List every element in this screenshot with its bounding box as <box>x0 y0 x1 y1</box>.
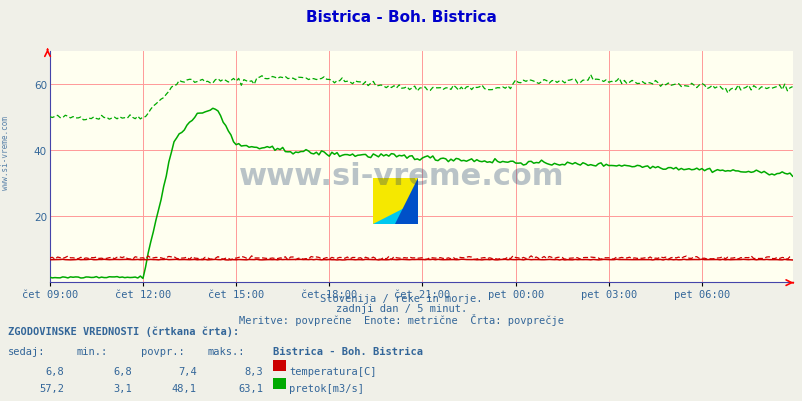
Text: www.si-vreme.com: www.si-vreme.com <box>238 162 564 191</box>
Text: 7,4: 7,4 <box>178 366 196 376</box>
Text: pretok[m3/s]: pretok[m3/s] <box>289 383 363 393</box>
Text: povpr.:: povpr.: <box>140 346 184 356</box>
Text: 8,3: 8,3 <box>245 366 263 376</box>
Text: ZGODOVINSKE VREDNOSTI (črtkana črta):: ZGODOVINSKE VREDNOSTI (črtkana črta): <box>8 326 239 336</box>
Text: Slovenija / reke in morje.: Slovenija / reke in morje. <box>320 294 482 304</box>
Text: Meritve: povprečne  Enote: metrične  Črta: povprečje: Meritve: povprečne Enote: metrične Črta:… <box>239 314 563 326</box>
Text: 6,8: 6,8 <box>46 366 64 376</box>
Polygon shape <box>395 178 417 225</box>
Text: www.si-vreme.com: www.si-vreme.com <box>1 115 10 189</box>
Text: 57,2: 57,2 <box>39 383 64 393</box>
Text: Bistrica - Boh. Bistrica: Bistrica - Boh. Bistrica <box>273 346 423 356</box>
Polygon shape <box>373 201 417 225</box>
Text: 6,8: 6,8 <box>114 366 132 376</box>
Text: 3,1: 3,1 <box>114 383 132 393</box>
Text: Bistrica - Boh. Bistrica: Bistrica - Boh. Bistrica <box>306 10 496 25</box>
Text: min.:: min.: <box>76 346 107 356</box>
Text: zadnji dan / 5 minut.: zadnji dan / 5 minut. <box>335 304 467 314</box>
Text: temperatura[C]: temperatura[C] <box>289 366 376 376</box>
Polygon shape <box>373 178 417 225</box>
Text: 48,1: 48,1 <box>172 383 196 393</box>
Text: sedaj:: sedaj: <box>8 346 46 356</box>
Text: 63,1: 63,1 <box>238 383 263 393</box>
Text: maks.:: maks.: <box>207 346 245 356</box>
